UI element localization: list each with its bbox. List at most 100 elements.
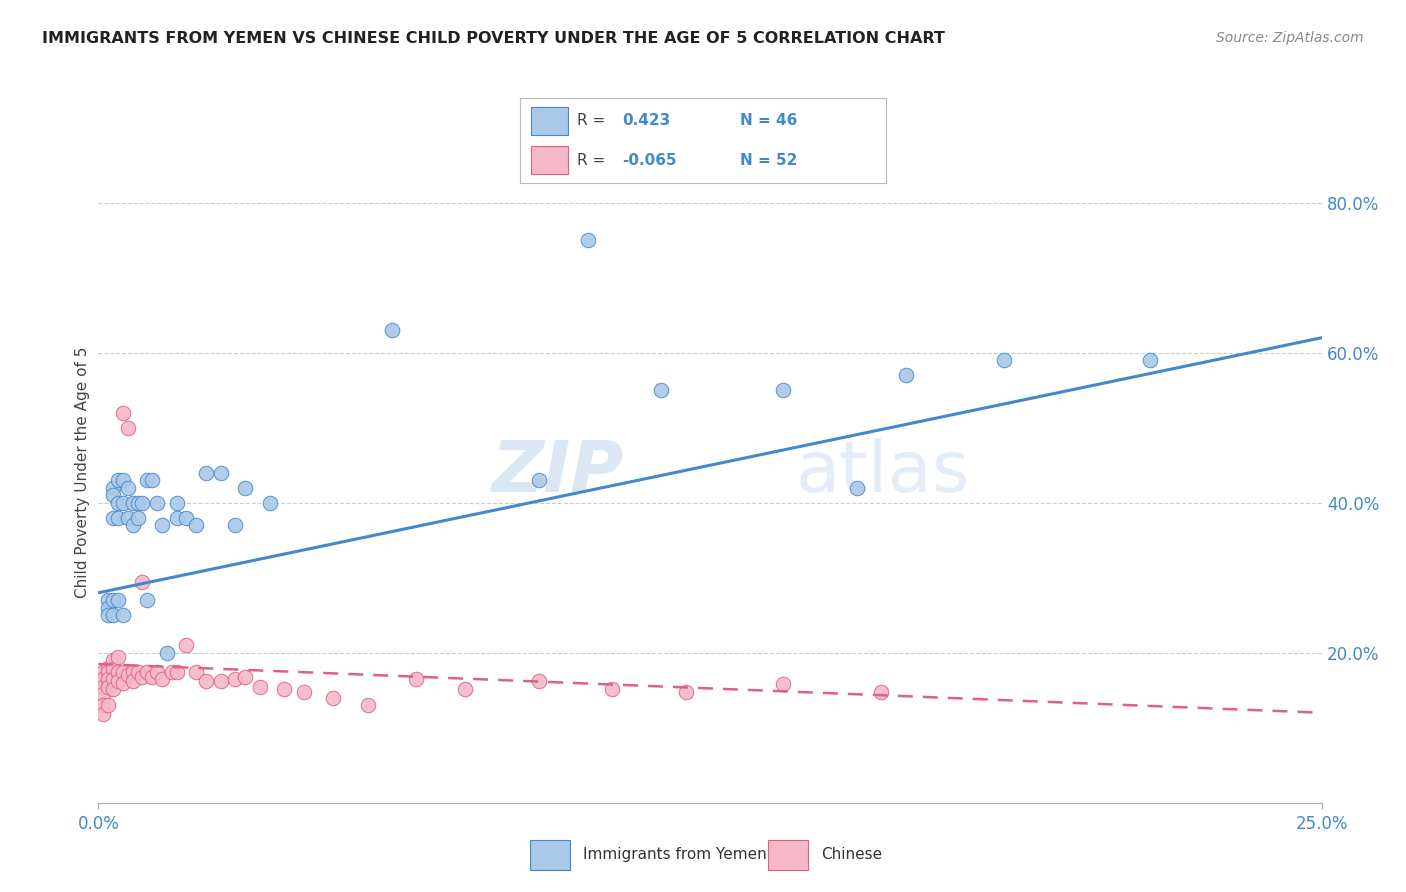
Point — [107, 649, 129, 664]
Point — [127, 496, 149, 510]
Point — [576, 233, 599, 247]
Point — [121, 496, 143, 510]
Point — [127, 510, 149, 524]
Text: Immigrants from Yemen: Immigrants from Yemen — [583, 847, 766, 862]
Point — [91, 698, 114, 713]
Point — [131, 496, 153, 510]
Point — [97, 680, 120, 694]
Point — [146, 665, 169, 679]
Point — [121, 665, 143, 679]
Text: atlas: atlas — [796, 438, 970, 508]
Point — [131, 670, 153, 684]
Text: 0.423: 0.423 — [623, 113, 671, 128]
Point — [1139, 353, 1161, 368]
Point — [111, 665, 134, 679]
Point — [150, 518, 173, 533]
Point — [101, 510, 124, 524]
Point — [894, 368, 917, 383]
Point — [107, 496, 129, 510]
Point — [650, 384, 672, 398]
Point — [166, 665, 188, 679]
Point — [101, 653, 124, 667]
FancyBboxPatch shape — [530, 840, 571, 870]
Point — [107, 674, 129, 689]
Y-axis label: Child Poverty Under the Age of 5: Child Poverty Under the Age of 5 — [75, 347, 90, 599]
Point — [186, 518, 208, 533]
Point — [292, 685, 315, 699]
Point — [97, 661, 120, 675]
Point — [195, 674, 218, 689]
Point — [121, 674, 143, 689]
Point — [600, 681, 623, 696]
Text: N = 52: N = 52 — [740, 153, 797, 168]
Text: Source: ZipAtlas.com: Source: ZipAtlas.com — [1216, 31, 1364, 45]
Point — [111, 675, 134, 690]
Point — [259, 496, 281, 510]
Point — [249, 680, 271, 694]
Point — [772, 677, 794, 691]
FancyBboxPatch shape — [768, 840, 808, 870]
Point — [527, 473, 550, 487]
Point — [527, 674, 550, 689]
Text: -0.065: -0.065 — [623, 153, 678, 168]
Point — [91, 707, 114, 722]
Point — [209, 674, 232, 689]
Point — [107, 510, 129, 524]
Point — [166, 510, 188, 524]
Point — [209, 466, 232, 480]
Text: R =: R = — [576, 113, 605, 128]
Point — [91, 687, 114, 701]
Point — [176, 638, 198, 652]
Point — [107, 593, 129, 607]
Point — [146, 496, 169, 510]
Point — [101, 662, 124, 676]
Point — [117, 421, 139, 435]
Point — [150, 672, 173, 686]
Point — [224, 672, 246, 686]
Point — [454, 681, 477, 696]
Point — [233, 481, 256, 495]
FancyBboxPatch shape — [531, 146, 568, 175]
Point — [127, 665, 149, 679]
Point — [101, 608, 124, 623]
Text: ZIP: ZIP — [492, 438, 624, 508]
Point — [111, 496, 134, 510]
Point — [186, 665, 208, 679]
Point — [405, 672, 427, 686]
Point — [111, 608, 134, 623]
Point — [91, 672, 114, 686]
Point — [273, 681, 295, 696]
Point — [117, 668, 139, 682]
Point — [97, 593, 120, 607]
Point — [141, 670, 163, 684]
Point — [141, 473, 163, 487]
Point — [233, 670, 256, 684]
Point — [176, 510, 198, 524]
Point — [111, 473, 134, 487]
Point — [97, 665, 120, 679]
Point — [131, 574, 153, 589]
Point — [97, 698, 120, 713]
Point — [101, 593, 124, 607]
Point — [111, 406, 134, 420]
Point — [136, 473, 159, 487]
Text: N = 46: N = 46 — [740, 113, 797, 128]
Point — [322, 690, 344, 705]
Point — [675, 685, 697, 699]
Point — [101, 488, 124, 502]
Point — [224, 518, 246, 533]
Point — [156, 646, 179, 660]
FancyBboxPatch shape — [531, 107, 568, 135]
Point — [160, 665, 183, 679]
Point — [107, 473, 129, 487]
Text: IMMIGRANTS FROM YEMEN VS CHINESE CHILD POVERTY UNDER THE AGE OF 5 CORRELATION CH: IMMIGRANTS FROM YEMEN VS CHINESE CHILD P… — [42, 31, 945, 46]
Text: R =: R = — [576, 153, 605, 168]
Point — [993, 353, 1015, 368]
Point — [97, 600, 120, 615]
Point — [97, 672, 120, 686]
Point — [381, 323, 404, 337]
Point — [91, 680, 114, 694]
Point — [356, 698, 378, 713]
Point — [845, 481, 868, 495]
Point — [97, 608, 120, 623]
